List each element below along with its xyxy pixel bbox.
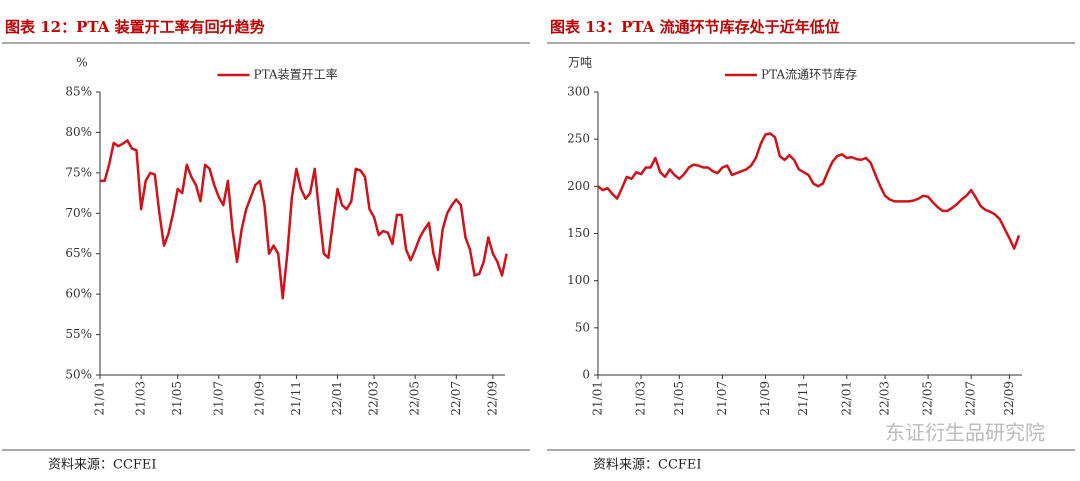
y-tick-label: 50%	[65, 368, 92, 382]
x-tick-label: 21/11	[796, 381, 810, 416]
x-tick-label: 21/03	[634, 381, 648, 416]
x-tick-label: 22/09	[1002, 381, 1016, 416]
y-unit: %	[76, 56, 87, 70]
x-tick-label: 22/01	[330, 381, 344, 416]
x-tick-label: 21/01	[93, 381, 107, 416]
legend-label: PTA装置开工率	[254, 67, 338, 82]
x-tick-label: 21/05	[672, 381, 686, 416]
y-tick-label: 85%	[65, 85, 92, 99]
watermark: 东证衍生品研究院	[885, 421, 1045, 445]
legend-label: PTA流通环节库存	[761, 67, 857, 82]
y-tick-label: 100	[567, 273, 590, 287]
y-tick-label: 65%	[65, 246, 92, 260]
y-tick-label: 60%	[65, 287, 92, 301]
y-unit: 万吨	[568, 56, 592, 70]
x-tick-label: 22/03	[367, 381, 381, 416]
chart-title: 图表 13：PTA 流通环节库存处于近年低位	[550, 18, 840, 36]
line-series	[100, 139, 508, 300]
y-tick-label: 150	[567, 226, 590, 240]
x-tick-label: 21/09	[252, 381, 266, 416]
x-tick-label: 21/03	[134, 381, 148, 416]
x-tick-label: 21/09	[758, 381, 772, 416]
line-series	[597, 132, 1021, 250]
y-tick-label: 250	[567, 132, 590, 146]
x-tick-label: 21/05	[170, 381, 184, 416]
x-tick-label: 22/03	[878, 381, 892, 416]
source: 资料来源：CCFEI	[48, 458, 157, 473]
x-tick-label: 22/09	[485, 381, 499, 416]
y-tick-label: 200	[567, 179, 590, 193]
y-tick-label: 80%	[65, 125, 92, 139]
x-tick-label: 21/07	[211, 381, 225, 416]
y-tick-label: 75%	[65, 165, 92, 179]
x-tick-label: 22/01	[839, 381, 853, 416]
y-tick-label: 300	[567, 85, 590, 99]
y-tick-label: 55%	[65, 327, 92, 341]
x-tick-label: 22/05	[408, 381, 422, 416]
x-tick-label: 21/11	[289, 381, 303, 416]
y-tick-label: 70%	[65, 206, 92, 220]
x-tick-label: 22/07	[964, 381, 978, 416]
source: 资料来源：CCFEI	[593, 458, 702, 473]
chart-title: 图表 12：PTA 装置开工率有回升趋势	[5, 18, 265, 36]
x-tick-label: 21/01	[591, 381, 605, 416]
x-tick-label: 22/05	[921, 381, 935, 416]
x-tick-label: 21/07	[715, 381, 729, 416]
x-tick-label: 22/07	[449, 381, 463, 416]
y-tick-label: 0	[582, 368, 590, 382]
y-tick-label: 50	[575, 320, 590, 334]
